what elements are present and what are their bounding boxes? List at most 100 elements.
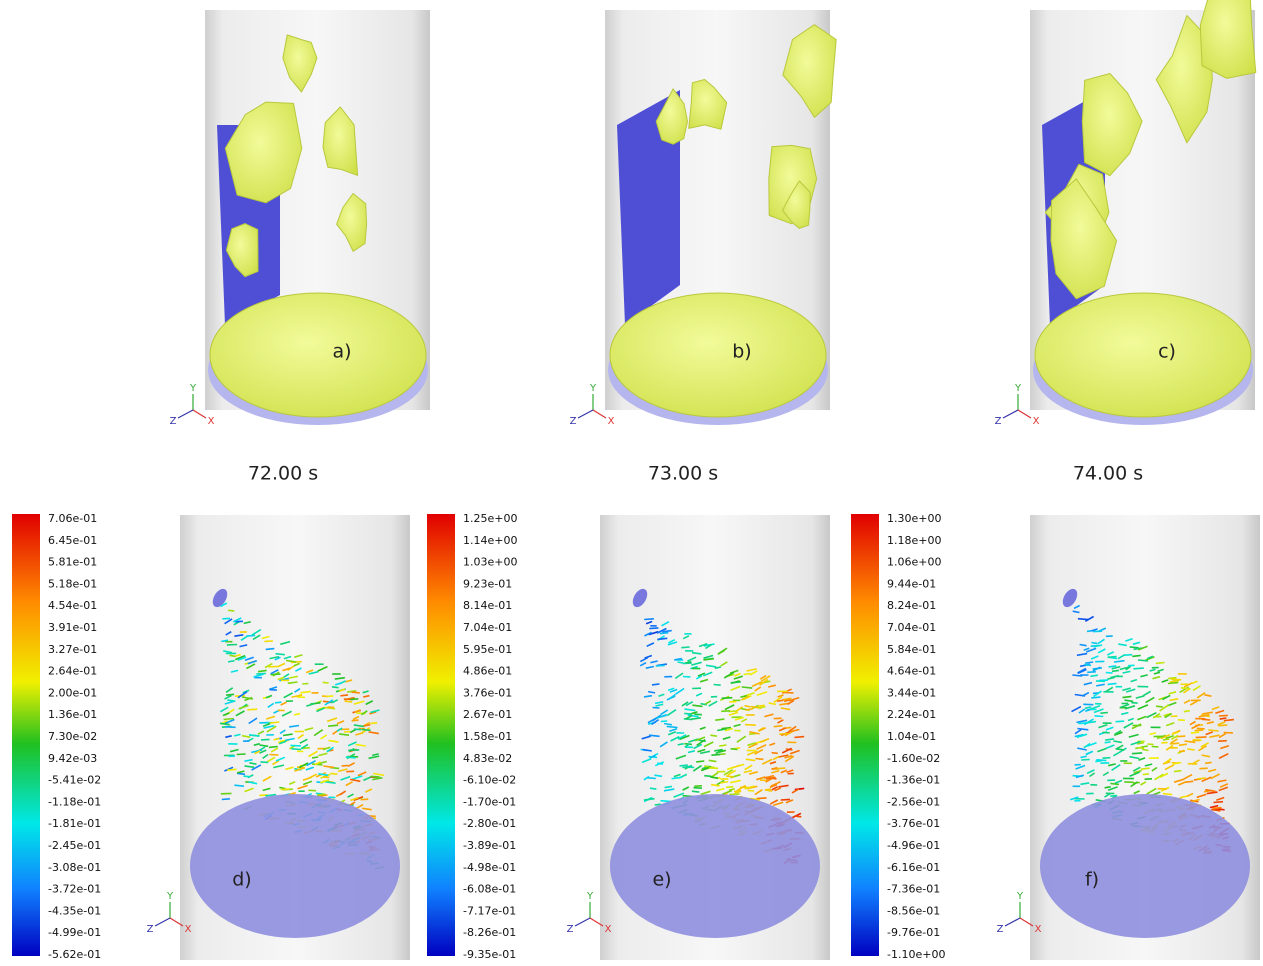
velocity-vector bbox=[1115, 720, 1125, 723]
velocity-vector bbox=[679, 734, 690, 741]
velocity-vector bbox=[726, 785, 734, 789]
velocity-vector bbox=[227, 699, 236, 703]
velocity-vector bbox=[308, 670, 319, 675]
colorbar-label: -3.89e-01 bbox=[463, 839, 516, 852]
velocity-vector bbox=[234, 634, 244, 637]
velocity-vector bbox=[349, 801, 356, 807]
velocity-vector bbox=[1098, 723, 1108, 729]
velocity-vector bbox=[299, 738, 308, 744]
velocity-vector bbox=[734, 716, 744, 721]
velocity-vector bbox=[1196, 692, 1206, 699]
velocity-vector bbox=[703, 654, 714, 659]
velocity-vector bbox=[1084, 663, 1092, 667]
axis-x-label: X bbox=[608, 416, 615, 427]
colorbar bbox=[427, 514, 455, 956]
velocity-vector bbox=[1157, 668, 1164, 673]
velocity-vector bbox=[1149, 732, 1156, 736]
velocity-vector bbox=[1105, 744, 1115, 750]
panel-label: f) bbox=[1085, 869, 1099, 891]
velocity-vector bbox=[744, 764, 753, 771]
panel-label: e) bbox=[652, 869, 671, 891]
velocity-vector bbox=[1129, 771, 1140, 777]
velocity-vector bbox=[1223, 718, 1234, 722]
velocity-vector bbox=[666, 725, 678, 729]
velocity-vector bbox=[298, 762, 309, 769]
bubble-isosurface bbox=[1081, 73, 1143, 177]
velocity-vector bbox=[639, 656, 649, 663]
velocity-vector bbox=[1105, 671, 1113, 674]
colorbar-label: -1.60e-02 bbox=[887, 752, 940, 765]
velocity-vector bbox=[345, 756, 356, 759]
velocity-vector bbox=[681, 646, 690, 649]
cylinder-bottom bbox=[190, 794, 400, 938]
velocity-vector bbox=[320, 734, 328, 740]
velocity-vector bbox=[1161, 679, 1169, 683]
velocity-vector bbox=[1137, 659, 1149, 662]
velocity-vector bbox=[777, 754, 789, 758]
colorbar-label: 4.86e-01 bbox=[463, 665, 512, 678]
velocity-vector bbox=[1130, 740, 1141, 746]
bottom-panel: 1.25e+00 1.14e+00 1.03e+00 9.23e-01 8.14e-01… bbox=[427, 512, 830, 961]
colorbar-label: 6.45e-01 bbox=[48, 534, 97, 547]
velocity-vector bbox=[223, 650, 233, 654]
velocity-vector bbox=[684, 708, 696, 712]
colorbar-label: 5.84e-01 bbox=[887, 643, 936, 656]
velocity-vector bbox=[794, 815, 802, 818]
velocity-vector bbox=[781, 747, 793, 754]
velocity-vector bbox=[1189, 699, 1200, 706]
velocity-vector bbox=[644, 654, 653, 659]
axis-z bbox=[154, 917, 171, 927]
velocity-vector bbox=[749, 731, 760, 735]
velocity-vector bbox=[228, 609, 235, 612]
velocity-vector bbox=[644, 618, 654, 621]
velocity-vector bbox=[1215, 709, 1225, 715]
velocity-vector bbox=[1077, 727, 1089, 731]
velocity-vector bbox=[1198, 745, 1207, 752]
axis-y-label: Y bbox=[1014, 383, 1022, 394]
velocity-vector bbox=[1173, 761, 1182, 765]
velocity-vector bbox=[717, 728, 728, 732]
velocity-vector bbox=[232, 617, 242, 623]
velocity-vector bbox=[654, 701, 664, 705]
velocity-vector bbox=[1218, 714, 1228, 717]
velocity-vector bbox=[222, 712, 230, 717]
velocity-vector bbox=[1085, 647, 1097, 653]
velocity-vector bbox=[1121, 711, 1129, 716]
velocity-vector bbox=[657, 762, 664, 765]
liquid-surface bbox=[209, 292, 427, 418]
velocity-vector bbox=[733, 723, 741, 728]
velocity-vector bbox=[266, 715, 276, 720]
velocity-vector bbox=[1137, 715, 1147, 721]
velocity-vector bbox=[699, 726, 706, 731]
velocity-vector bbox=[223, 717, 234, 721]
velocity-vector bbox=[1077, 668, 1087, 675]
velocity-vector bbox=[326, 717, 338, 723]
axis-z bbox=[1002, 409, 1019, 419]
axis-x-label: X bbox=[605, 924, 612, 935]
velocity-vector bbox=[677, 742, 684, 746]
velocity-vector bbox=[285, 737, 295, 742]
velocity-vector bbox=[661, 620, 670, 627]
velocity-vector bbox=[324, 780, 336, 784]
velocity-vector bbox=[1076, 652, 1088, 657]
velocity-vector bbox=[643, 797, 655, 801]
velocity-vector bbox=[772, 755, 780, 761]
velocity-vector bbox=[745, 758, 756, 762]
velocity-vector bbox=[1217, 721, 1226, 726]
velocity-vector bbox=[247, 708, 258, 711]
velocity-vector bbox=[758, 705, 766, 709]
velocity-vector bbox=[1137, 746, 1145, 750]
colorbar bbox=[851, 514, 879, 956]
velocity-vector bbox=[1073, 604, 1080, 610]
velocity-vector bbox=[1104, 741, 1111, 744]
axis-z-label: Z bbox=[567, 924, 574, 935]
velocity-vector bbox=[265, 793, 277, 797]
velocity-vector bbox=[1069, 796, 1079, 801]
velocity-vector bbox=[1164, 764, 1175, 771]
velocity-vector bbox=[1104, 792, 1111, 798]
velocity-vector bbox=[1205, 731, 1214, 736]
colorbar-label: -1.36e-01 bbox=[887, 774, 940, 787]
velocity-vector bbox=[697, 672, 706, 677]
velocity-vector bbox=[1122, 687, 1131, 692]
